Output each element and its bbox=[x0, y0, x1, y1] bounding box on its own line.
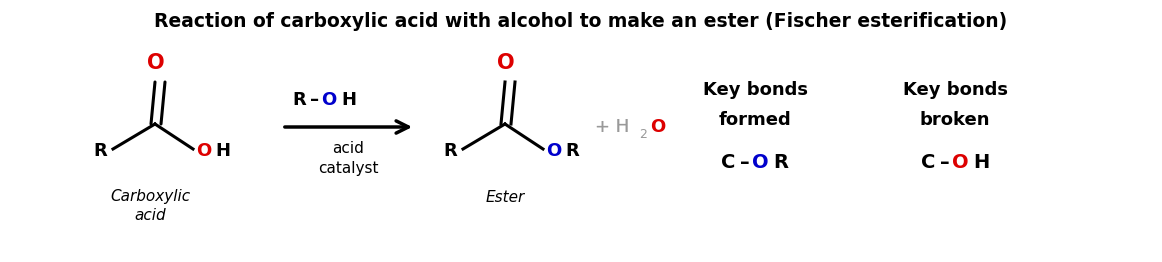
Text: H: H bbox=[974, 152, 990, 172]
Text: Carboxylic: Carboxylic bbox=[110, 189, 191, 205]
Text: C: C bbox=[921, 152, 935, 172]
Text: acid: acid bbox=[134, 209, 166, 223]
Text: R: R bbox=[443, 142, 457, 160]
Text: –: – bbox=[739, 152, 749, 172]
Text: formed: formed bbox=[718, 111, 791, 129]
Text: O: O bbox=[650, 118, 665, 136]
Text: R: R bbox=[93, 142, 107, 160]
Text: + H: + H bbox=[595, 118, 630, 136]
Text: –: – bbox=[310, 91, 318, 109]
Text: O: O bbox=[322, 91, 337, 109]
Text: H: H bbox=[342, 91, 357, 109]
Text: R: R bbox=[566, 142, 580, 160]
Text: C: C bbox=[720, 152, 736, 172]
Text: O: O bbox=[148, 53, 165, 73]
Text: acid: acid bbox=[332, 140, 365, 156]
Text: O: O bbox=[497, 53, 515, 73]
Text: O: O bbox=[546, 142, 561, 160]
Text: R: R bbox=[292, 91, 306, 109]
Text: O: O bbox=[196, 142, 211, 160]
Text: Ester: Ester bbox=[486, 189, 524, 205]
Text: Key bonds: Key bonds bbox=[903, 81, 1007, 99]
Text: + H: + H bbox=[595, 118, 630, 136]
Text: R: R bbox=[774, 152, 789, 172]
Text: O: O bbox=[752, 152, 768, 172]
Text: H: H bbox=[216, 142, 231, 160]
Text: Key bonds: Key bonds bbox=[703, 81, 808, 99]
Text: Reaction of carboxylic acid with alcohol to make an ester (Fischer esterificatio: Reaction of carboxylic acid with alcohol… bbox=[155, 12, 1007, 31]
Text: –: – bbox=[940, 152, 949, 172]
Text: broken: broken bbox=[920, 111, 990, 129]
Text: O: O bbox=[952, 152, 969, 172]
Text: catalyst: catalyst bbox=[318, 161, 379, 177]
Text: 2: 2 bbox=[639, 128, 647, 141]
